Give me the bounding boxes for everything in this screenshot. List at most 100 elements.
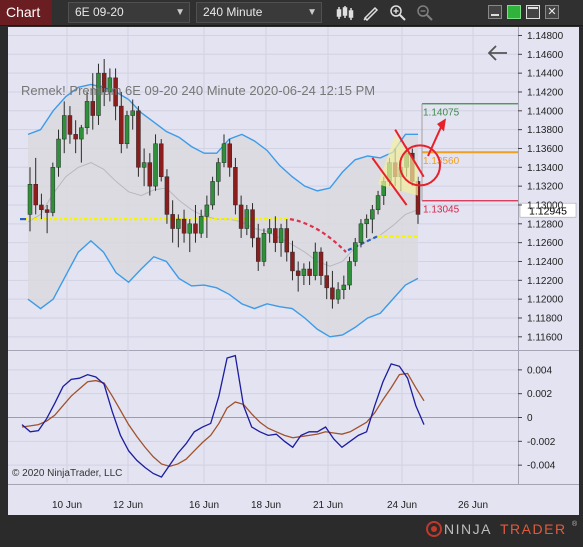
x-tick-label: 18 Jun xyxy=(251,500,281,511)
oscillator-fast-line xyxy=(21,354,425,478)
signal-arrow-head xyxy=(437,118,446,132)
candle xyxy=(170,200,175,243)
candle xyxy=(347,256,352,290)
candle-body xyxy=(141,162,147,168)
candle xyxy=(107,68,113,102)
copyright-label: © 2020 NinjaTrader, LLC xyxy=(12,468,122,479)
candle xyxy=(341,275,347,300)
candle xyxy=(352,237,358,267)
candle xyxy=(261,228,267,267)
candle-body xyxy=(158,143,164,177)
candle xyxy=(284,219,290,262)
candle xyxy=(50,162,56,217)
candle-body xyxy=(358,223,364,243)
candle-body xyxy=(210,181,215,206)
candle xyxy=(221,134,227,168)
candle-body xyxy=(290,251,295,272)
candle-body xyxy=(101,72,107,93)
candle-body xyxy=(33,184,38,206)
candle xyxy=(301,263,307,286)
x-tick-label: 24 Jun xyxy=(387,500,417,511)
y-tick-label: 1.14600 xyxy=(527,50,564,61)
candle-body xyxy=(84,101,90,129)
candle xyxy=(153,134,158,191)
logo-text-right: TRADER xyxy=(500,521,567,537)
maximize-icon[interactable] xyxy=(526,5,540,19)
instrument-selector[interactable]: 6E 09-20 ▼ xyxy=(68,2,190,23)
candle-body xyxy=(347,261,352,286)
candle xyxy=(198,209,204,238)
chevron-down-icon: ▼ xyxy=(175,7,185,18)
oscillator-signal-line xyxy=(21,372,425,468)
zoom-in-icon[interactable] xyxy=(389,4,407,21)
candle xyxy=(216,157,221,196)
osc-tick-label: -0.002 xyxy=(527,437,556,448)
candle xyxy=(227,139,232,177)
candle-body xyxy=(119,105,124,145)
x-tick-label: 12 Jun xyxy=(113,500,143,511)
osc-tick-label: 0.004 xyxy=(527,365,552,376)
chart-area[interactable]: 1.14075 1.13560 1.13045 1.12945 1.14800 1.14… xyxy=(8,27,579,515)
candle-body xyxy=(318,251,324,276)
y-tick-label: 1.13200 xyxy=(527,182,564,193)
candle-body xyxy=(67,115,73,135)
candle xyxy=(375,190,381,215)
footer: NINJA TRADER ® xyxy=(0,516,583,542)
signal-arrow-shaft xyxy=(427,124,443,157)
candle-body xyxy=(375,195,381,210)
candle-body xyxy=(107,77,113,93)
highlight-circle xyxy=(399,144,441,187)
candle xyxy=(318,247,324,286)
candle xyxy=(27,167,33,232)
candle xyxy=(61,101,67,154)
candle-body xyxy=(227,143,232,168)
candle xyxy=(313,242,318,281)
candle-body xyxy=(153,143,158,187)
candle xyxy=(130,99,135,130)
minimize-icon[interactable] xyxy=(488,5,502,19)
candle-body xyxy=(39,204,44,210)
osc-tick-label: 0.002 xyxy=(527,389,552,400)
interval-selector-value: 240 Minute xyxy=(203,5,263,19)
current-price-box xyxy=(519,202,577,218)
candle xyxy=(136,106,141,177)
x-tick-label: 21 Jun xyxy=(313,500,343,511)
interval-selector[interactable]: 240 Minute ▼ xyxy=(196,2,322,23)
candle-body xyxy=(341,284,347,290)
y-tick-label: 1.12200 xyxy=(527,276,564,287)
y-tick-label: 1.14000 xyxy=(527,106,564,117)
candle-body xyxy=(216,162,221,182)
x-tick-label: 10 Jun xyxy=(52,500,82,511)
trend-up-segment xyxy=(347,235,379,252)
zoom-out-icon[interactable] xyxy=(416,4,434,21)
price-level-label: 1.13045 xyxy=(423,205,460,216)
restore-icon[interactable] xyxy=(507,5,521,19)
bar-style-icon[interactable] xyxy=(336,4,354,21)
candle xyxy=(267,219,272,243)
candle xyxy=(44,204,50,234)
candle-body xyxy=(233,167,238,206)
candle-body xyxy=(352,242,358,262)
candle xyxy=(324,261,329,300)
candle xyxy=(90,73,96,130)
candle xyxy=(278,223,284,257)
candle-body xyxy=(221,143,227,163)
candle xyxy=(307,261,312,286)
drawing-tool-pencil-icon[interactable] xyxy=(362,4,380,21)
chart-tab[interactable]: Chart xyxy=(0,0,52,25)
chart-canvas[interactable]: 1.14075 1.13560 1.13045 1.12945 1.14800 1.14… xyxy=(8,27,579,515)
candle xyxy=(181,209,187,243)
candle-body xyxy=(124,115,130,145)
close-icon[interactable]: ✕ xyxy=(545,5,559,19)
candle-body xyxy=(267,228,272,234)
candle xyxy=(290,240,295,281)
y-tick-label: 1.14400 xyxy=(527,69,564,80)
ninjatrader-logo: NINJA TRADER ® xyxy=(426,520,578,537)
osc-tick-label: 0 xyxy=(527,413,533,424)
candle-body xyxy=(61,115,67,140)
candle-body xyxy=(273,228,278,243)
y-tick-label: 1.13000 xyxy=(527,200,564,211)
trendline-upper xyxy=(371,157,408,206)
candle-body xyxy=(176,218,181,229)
chart-title: Remek! Premium 6E 09-20 240 Minute 2020-… xyxy=(21,83,375,98)
